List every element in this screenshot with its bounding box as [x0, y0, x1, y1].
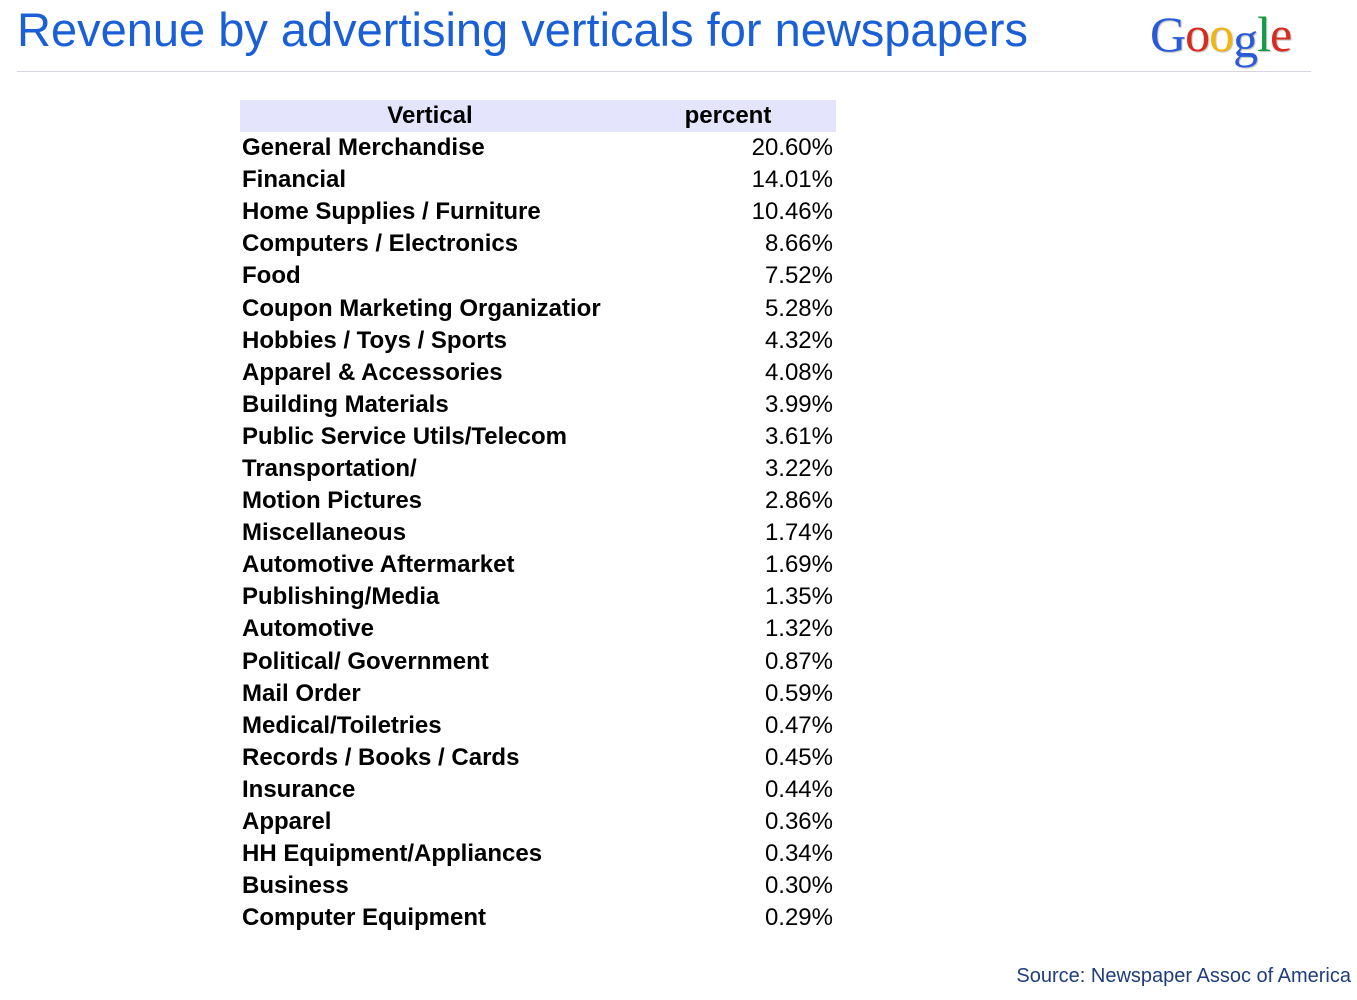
percent-cell: 0.34%	[764, 840, 833, 868]
percent-cell: 4.32%	[764, 326, 833, 354]
table-row: Miscellaneous 1.74%	[240, 517, 836, 549]
table-row: Publishing/Media 1.35%	[240, 581, 836, 613]
table-row: Motion Pictures 2.86%	[240, 485, 836, 517]
vertical-cell: Medical/Toiletries	[242, 711, 442, 739]
vertical-cell: HH Equipment/Appliances	[242, 840, 543, 868]
percent-cell: 0.45%	[764, 743, 833, 771]
vertical-cell: Financial	[242, 166, 347, 194]
header-vertical: Vertical	[240, 100, 620, 132]
table-row: Computer Equipment 0.29%	[240, 902, 836, 934]
percent-cell: 1.32%	[764, 615, 833, 643]
vertical-cell: Computer Equipment	[242, 904, 486, 932]
logo-letter-l: l	[1257, 6, 1271, 62]
percent-cell: 0.44%	[764, 775, 833, 803]
table-row: Automotive 1.32%	[240, 613, 836, 645]
percent-cell: 1.69%	[764, 551, 833, 579]
vertical-cell: Automotive	[242, 615, 374, 643]
table-row: HH Equipment/Appliances 0.34%	[240, 838, 836, 870]
percent-cell: 1.74%	[764, 519, 833, 547]
table-row: Hobbies / Toys / Sports 4.32%	[240, 325, 836, 357]
logo-letter-g: G	[1150, 6, 1186, 62]
table-row: Records / Books / Cards 0.45%	[240, 742, 836, 774]
table-row: Computers / Electronics 8.66%	[240, 228, 836, 260]
vertical-cell: Apparel & Accessories	[242, 358, 503, 386]
percent-cell: 14.01%	[751, 166, 833, 194]
logo-letter-o2: o	[1209, 6, 1234, 62]
header-percent: percent	[620, 100, 836, 132]
percent-cell: 4.08%	[764, 358, 833, 386]
vertical-cell: Food	[242, 262, 301, 290]
vertical-cell: Records / Books / Cards	[242, 743, 520, 771]
table-row: Food 7.52%	[240, 260, 836, 292]
source-note: Source: Newspaper Assoc of America	[1016, 965, 1351, 987]
percent-cell: 0.29%	[764, 904, 833, 932]
vertical-cell: Public Service Utils/Telecom	[242, 422, 568, 450]
vertical-cell: Hobbies / Toys / Sports	[242, 326, 507, 354]
table-row: Coupon Marketing Organizatior 5.28%	[240, 292, 836, 324]
verticals-table: Vertical percent General Merchandise 20.6…	[240, 100, 836, 934]
table-row: Building Materials 3.99%	[240, 389, 836, 421]
percent-cell: 0.47%	[764, 711, 833, 739]
percent-cell: 7.52%	[764, 262, 833, 290]
vertical-cell: Coupon Marketing Organizatior	[242, 294, 601, 322]
percent-cell: 0.30%	[764, 872, 833, 900]
percent-cell: 3.99%	[764, 390, 833, 418]
percent-cell: 10.46%	[751, 198, 833, 226]
percent-cell: 3.61%	[764, 422, 833, 450]
vertical-cell: Business	[242, 872, 349, 900]
table-row: General Merchandise 20.60%	[240, 132, 836, 164]
percent-cell: 1.35%	[764, 583, 833, 611]
percent-cell: 3.22%	[764, 454, 833, 482]
percent-cell: 5.28%	[764, 294, 833, 322]
percent-cell: 0.87%	[764, 647, 833, 675]
vertical-cell: Computers / Electronics	[242, 230, 519, 258]
table-row: Political/ Government 0.87%	[240, 646, 836, 678]
logo-letter-e: e	[1270, 6, 1292, 62]
logo-letter-g2: g	[1233, 12, 1258, 68]
vertical-cell: Home Supplies / Furniture	[242, 198, 541, 226]
table-row: Public Service Utils/Telecom 3.61%	[240, 421, 836, 453]
slide-title: Revenue by advertising verticals for new…	[17, 3, 1029, 56]
percent-cell: 0.36%	[764, 808, 833, 836]
table-row: Apparel & Accessories 4.08%	[240, 357, 836, 389]
table-header-row: Vertical percent	[240, 100, 836, 132]
percent-cell: 20.60%	[751, 134, 833, 162]
table-row: Business 0.30%	[240, 870, 836, 902]
vertical-cell: Automotive Aftermarket	[242, 551, 515, 579]
table-row: Medical/Toiletries 0.47%	[240, 710, 836, 742]
vertical-cell: Political/ Government	[242, 647, 489, 675]
vertical-cell: Mail Order	[242, 679, 361, 707]
logo-letter-o1: o	[1185, 6, 1210, 62]
vertical-cell: Miscellaneous	[242, 519, 407, 547]
vertical-cell: General Merchandise	[242, 134, 485, 162]
table-row: Apparel 0.36%	[240, 806, 836, 838]
vertical-cell: Insurance	[242, 775, 356, 803]
table-row: Transportation/3.22%	[240, 453, 836, 485]
percent-cell: 8.66%	[764, 230, 833, 258]
table-row: Automotive Aftermarket 1.69%	[240, 549, 836, 581]
table-row: Mail Order 0.59%	[240, 678, 836, 710]
title-divider	[17, 71, 1311, 72]
vertical-cell: Publishing/Media	[242, 583, 440, 611]
table-body: General Merchandise 20.60% Financial 14.01%…	[240, 132, 836, 934]
vertical-cell: Motion Pictures	[242, 487, 423, 515]
percent-cell: 0.59%	[764, 679, 833, 707]
table-row: Financial 14.01%	[240, 164, 836, 196]
percent-cell: 2.86%	[764, 487, 833, 515]
vertical-cell: Building Materials	[242, 390, 449, 418]
google-logo: Google	[1150, 4, 1292, 68]
vertical-cell: Apparel	[242, 808, 332, 836]
vertical-cell: Transportation/	[242, 454, 417, 482]
table-row: Insurance 0.44%	[240, 774, 836, 806]
table-row: Home Supplies / Furniture 10.46%	[240, 196, 836, 228]
